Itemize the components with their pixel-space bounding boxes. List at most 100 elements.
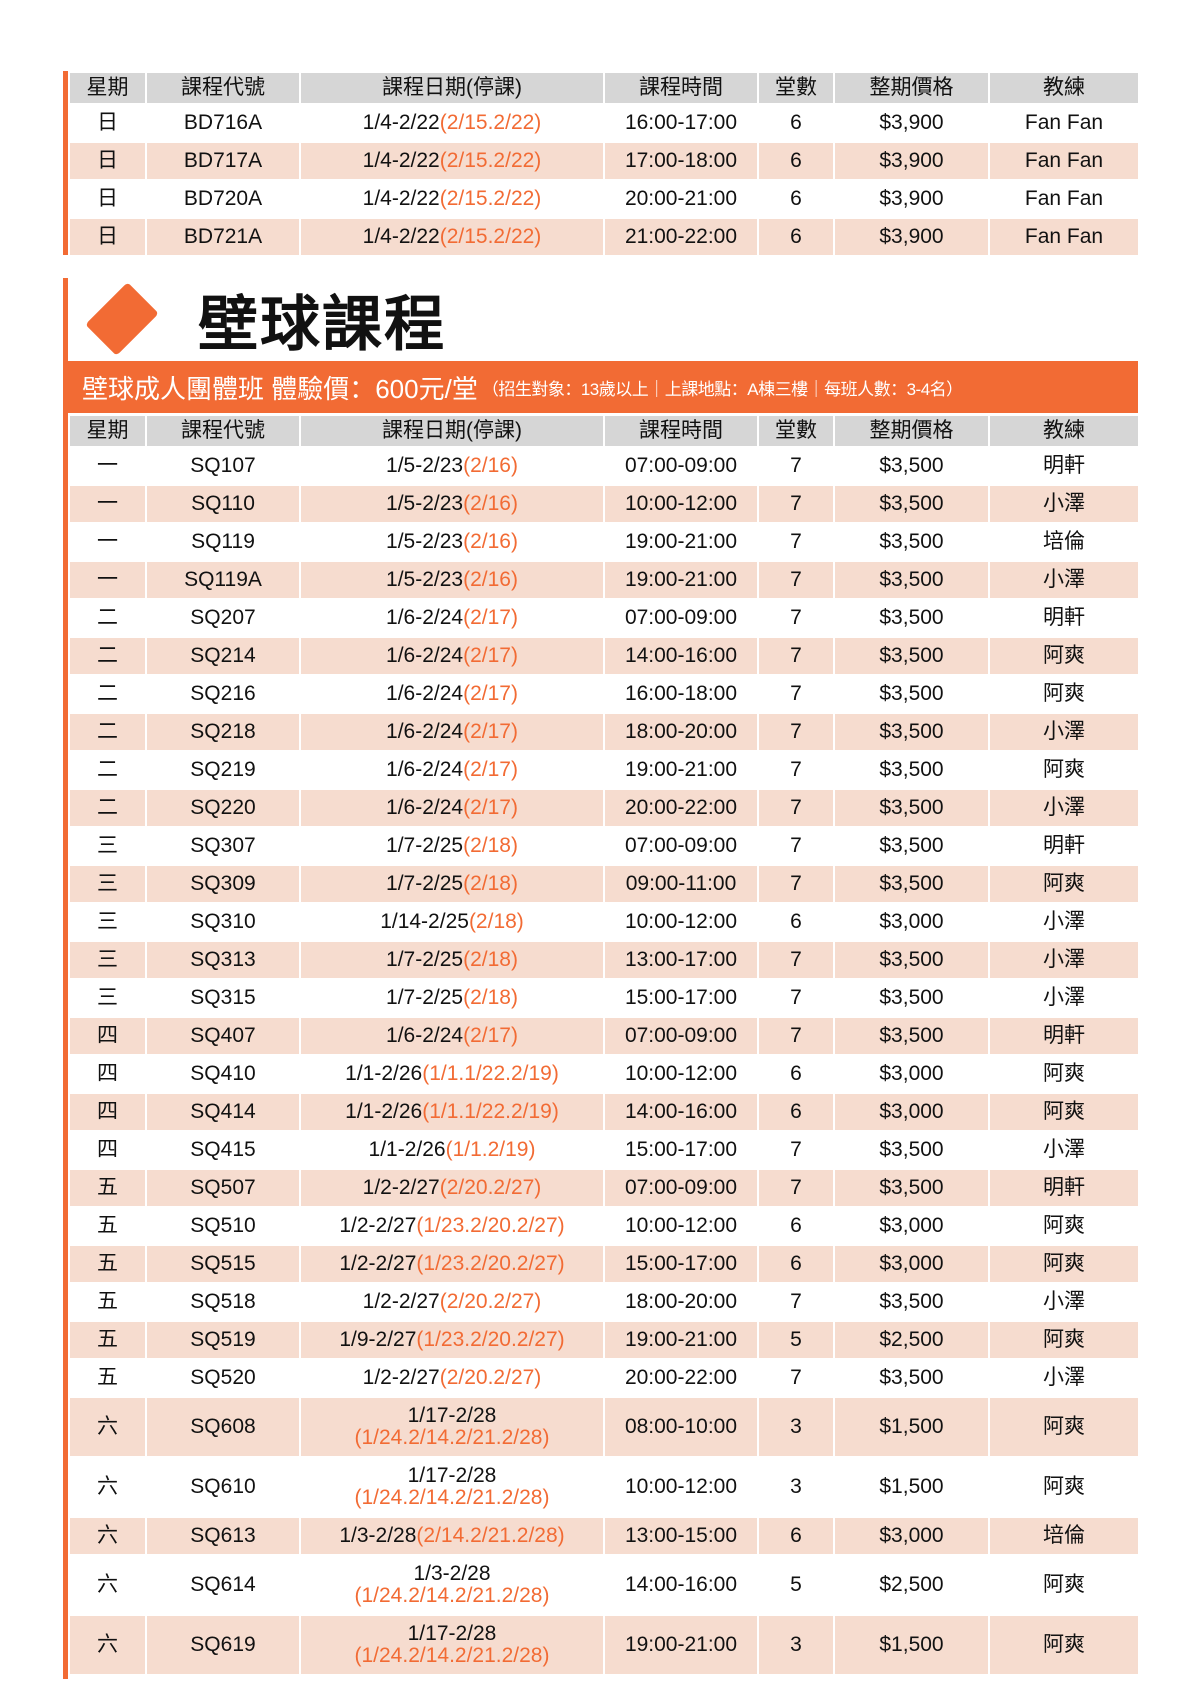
cell-coach: 阿爽 bbox=[988, 1206, 1140, 1246]
cell-coach: 阿爽 bbox=[988, 1396, 1140, 1458]
table-row: 一 SQ119A 1/5-2/23(2/16) 19:00-21:00 7 $3,500 小… bbox=[68, 560, 1140, 600]
cell-code: SQ119A bbox=[145, 560, 301, 600]
section-header: 壁球課程 bbox=[68, 278, 446, 360]
cell-price: $1,500 bbox=[833, 1614, 990, 1676]
suspended-dates: (1/23.2/20.2/27) bbox=[416, 1251, 565, 1275]
suspended-dates: (1/23.2/20.2/27) bbox=[416, 1213, 565, 1237]
cell-code: SQ313 bbox=[145, 940, 301, 980]
cell-count: 7 bbox=[757, 484, 835, 524]
column-header-date: 課程日期(停課) bbox=[299, 71, 605, 105]
cell-code: SQ407 bbox=[145, 1016, 301, 1056]
column-header-price: 整期價格 bbox=[833, 414, 990, 448]
cell-count: 6 bbox=[757, 902, 835, 942]
suspended-dates: (2/18) bbox=[463, 871, 518, 895]
cell-day: 一 bbox=[68, 522, 147, 562]
column-header-count: 堂數 bbox=[757, 414, 835, 448]
cell-price: $3,000 bbox=[833, 1054, 990, 1094]
date-range: 1/2-2/27 bbox=[339, 1213, 417, 1237]
cell-time: 09:00-11:00 bbox=[603, 864, 759, 904]
cell-count: 6 bbox=[757, 1206, 835, 1246]
cell-code: SQ216 bbox=[145, 674, 301, 714]
suspended-dates: (2/17) bbox=[463, 605, 518, 629]
suspended-dates: (2/17) bbox=[463, 719, 518, 743]
cell-day: 一 bbox=[68, 446, 147, 486]
date-range: 1/7-2/25 bbox=[386, 985, 464, 1009]
table-row: 二 SQ216 1/6-2/24(2/17) 16:00-18:00 7 $3,500 阿爽 bbox=[68, 674, 1140, 714]
cell-date: 1/7-2/25(2/18) bbox=[299, 978, 605, 1018]
cell-coach: 小澤 bbox=[988, 1358, 1140, 1398]
cell-count: 6 bbox=[757, 103, 835, 143]
date-range: 1/6-2/24 bbox=[386, 757, 464, 781]
cell-coach: 明軒 bbox=[988, 598, 1140, 638]
cell-count: 7 bbox=[757, 446, 835, 486]
cell-coach: 阿爽 bbox=[988, 750, 1140, 790]
cell-time: 14:00-16:00 bbox=[603, 1554, 759, 1616]
cell-date: 1/3-2/28(2/14.2/21.2/28) bbox=[299, 1516, 605, 1556]
cell-day: 二 bbox=[68, 750, 147, 790]
cell-code: BD720A bbox=[145, 179, 301, 219]
cell-price: $3,500 bbox=[833, 484, 990, 524]
cell-time: 18:00-20:00 bbox=[603, 1282, 759, 1322]
cell-count: 6 bbox=[757, 1054, 835, 1094]
cell-coach: 明軒 bbox=[988, 446, 1140, 486]
cell-coach: 培倫 bbox=[988, 1516, 1140, 1556]
cell-date: 1/5-2/23(2/16) bbox=[299, 484, 605, 524]
suspended-dates: (2/20.2/27) bbox=[439, 1365, 542, 1389]
cell-price: $1,500 bbox=[833, 1456, 990, 1518]
cell-count: 7 bbox=[757, 1282, 835, 1322]
cell-day: 日 bbox=[68, 141, 147, 181]
cell-price: $3,000 bbox=[833, 902, 990, 942]
suspended-dates: (2/17) bbox=[463, 795, 518, 819]
date-range: 1/7-2/25 bbox=[386, 871, 464, 895]
cell-date: 1/7-2/25(2/18) bbox=[299, 864, 605, 904]
cell-date: 1/1-2/26(1/1.2/19) bbox=[299, 1130, 605, 1170]
cell-code: BD716A bbox=[145, 103, 301, 143]
cell-code: SQ520 bbox=[145, 1358, 301, 1398]
cell-coach: 阿爽 bbox=[988, 1554, 1140, 1616]
cell-price: $3,900 bbox=[833, 217, 990, 257]
cell-time: 14:00-16:00 bbox=[603, 636, 759, 676]
cell-date: 1/6-2/24(2/17) bbox=[299, 636, 605, 676]
cell-day: 二 bbox=[68, 636, 147, 676]
table-row: 六 SQ608 1/17-2/28 (1/24.2/14.2/21.2/28) 08:0… bbox=[68, 1396, 1140, 1458]
cell-time: 19:00-21:00 bbox=[603, 560, 759, 600]
cell-coach: 阿爽 bbox=[988, 636, 1140, 676]
suspended-dates: (2/20.2/27) bbox=[439, 1289, 542, 1313]
date-range: 1/5-2/23 bbox=[386, 453, 464, 477]
cell-time: 14:00-16:00 bbox=[603, 1092, 759, 1132]
cell-day: 三 bbox=[68, 940, 147, 980]
cell-coach: Fan Fan bbox=[988, 179, 1140, 219]
cell-time: 10:00-12:00 bbox=[603, 1206, 759, 1246]
suspended-dates: (1/24.2/14.2/21.2/28) bbox=[354, 1486, 550, 1509]
cell-price: $3,500 bbox=[833, 636, 990, 676]
accent-bar-top bbox=[63, 71, 68, 255]
cell-time: 10:00-12:00 bbox=[603, 1456, 759, 1518]
date-range: 1/5-2/23 bbox=[386, 529, 464, 553]
cell-time: 10:00-12:00 bbox=[603, 1054, 759, 1094]
cell-coach: 阿爽 bbox=[988, 674, 1140, 714]
suspended-dates: (2/16) bbox=[463, 567, 518, 591]
cell-code: BD721A bbox=[145, 217, 301, 257]
cell-code: SQ307 bbox=[145, 826, 301, 866]
cell-code: SQ518 bbox=[145, 1282, 301, 1322]
cell-count: 6 bbox=[757, 1092, 835, 1132]
cell-time: 07:00-09:00 bbox=[603, 598, 759, 638]
cell-date: 1/2-2/27(1/23.2/20.2/27) bbox=[299, 1206, 605, 1246]
cell-code: SQ519 bbox=[145, 1320, 301, 1360]
cell-day: 四 bbox=[68, 1016, 147, 1056]
cell-time: 16:00-17:00 bbox=[603, 103, 759, 143]
cell-day: 三 bbox=[68, 902, 147, 942]
cell-price: $2,500 bbox=[833, 1320, 990, 1360]
table-row: 五 SQ520 1/2-2/27(2/20.2/27) 20:00-22:00 7 $3,… bbox=[68, 1358, 1140, 1398]
date-range: 1/1-2/26 bbox=[345, 1061, 423, 1085]
cell-time: 07:00-09:00 bbox=[603, 446, 759, 486]
table-row: 二 SQ220 1/6-2/24(2/17) 20:00-22:00 7 $3,500 小澤 bbox=[68, 788, 1140, 828]
suspended-dates: (2/17) bbox=[463, 643, 518, 667]
table-row: 六 SQ614 1/3-2/28 (1/24.2/14.2/21.2/28) 14:00… bbox=[68, 1554, 1140, 1616]
cell-day: 一 bbox=[68, 560, 147, 600]
cell-coach: 小澤 bbox=[988, 560, 1140, 600]
cell-date: 1/6-2/24(2/17) bbox=[299, 598, 605, 638]
cell-date: 1/7-2/25(2/18) bbox=[299, 826, 605, 866]
cell-time: 10:00-12:00 bbox=[603, 484, 759, 524]
cell-code: SQ119 bbox=[145, 522, 301, 562]
